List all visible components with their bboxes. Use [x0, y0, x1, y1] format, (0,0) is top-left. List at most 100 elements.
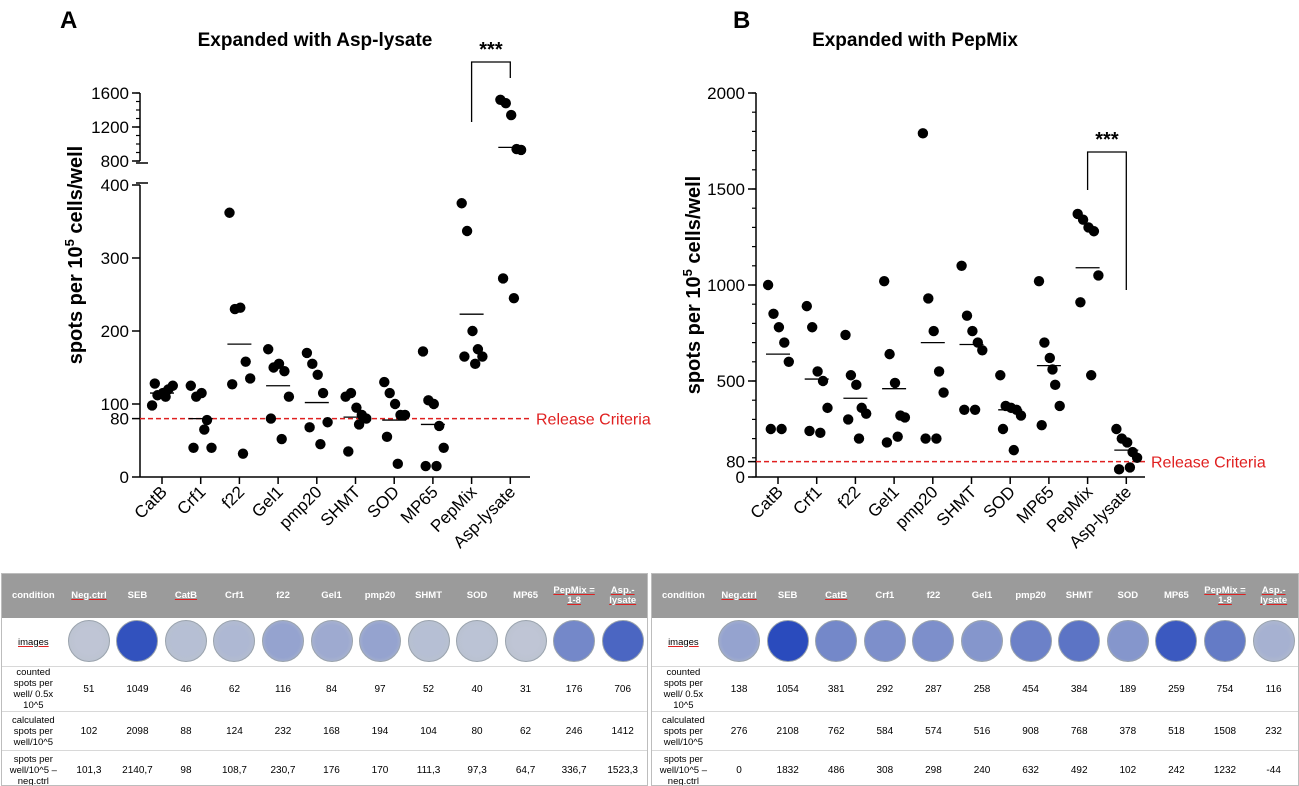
elispot-well-image — [505, 620, 547, 662]
well-image-cell — [1152, 618, 1201, 667]
elispot-well-image — [912, 620, 954, 662]
panel-label: B — [733, 7, 750, 34]
data-point — [822, 403, 832, 413]
table-row-images: images — [652, 618, 1298, 667]
data-point — [843, 414, 853, 424]
data-point — [206, 443, 216, 453]
table-cell: 138 — [715, 667, 764, 712]
elispot-well-image — [718, 620, 760, 662]
data-point — [1111, 424, 1121, 434]
data-point — [938, 387, 948, 397]
well-image-cell — [1201, 618, 1250, 667]
table-cell: 168 — [307, 712, 356, 751]
table-cell: 381 — [812, 667, 861, 712]
table-cell: 336,7 — [550, 751, 599, 786]
data-point — [150, 378, 160, 388]
y-tick-label: 1000 — [707, 276, 745, 295]
well-image-cell — [763, 618, 812, 667]
data-point — [279, 366, 289, 376]
chart-title: Expanded with PepMix — [812, 30, 1018, 51]
table-header-cell: Crf1 — [210, 574, 259, 618]
data-point — [962, 311, 972, 321]
table-cell: 46 — [162, 667, 211, 712]
data-point — [998, 424, 1008, 434]
y-tick-label: 500 — [717, 372, 745, 391]
table-row-images: images — [2, 618, 647, 667]
data-point — [186, 381, 196, 391]
data-point — [812, 366, 822, 376]
well-image-cell — [1104, 618, 1153, 667]
data-point — [1034, 276, 1044, 286]
data-point — [516, 145, 526, 155]
data-point — [284, 392, 294, 402]
data-point — [1075, 297, 1085, 307]
elispot-well-image — [1058, 620, 1100, 662]
data-point — [501, 98, 511, 108]
y-tick-label: 200 — [101, 322, 129, 341]
data-point — [923, 293, 933, 303]
data-point — [470, 359, 480, 369]
y-axis-label-sup: 5 — [62, 239, 77, 246]
table-cell: 52 — [404, 667, 453, 712]
well-image-cell — [909, 618, 958, 667]
elispot-well-image — [262, 620, 304, 662]
y-tick-label: 80 — [726, 453, 745, 472]
well-image-cell — [861, 618, 910, 667]
data-point — [970, 405, 980, 415]
table-cell: 492 — [1055, 751, 1104, 786]
table-cell: 2108 — [763, 712, 812, 751]
table-cell: 88 — [162, 712, 211, 751]
data-point — [418, 346, 428, 356]
table-cell: 298 — [909, 751, 958, 786]
data-point — [1009, 445, 1019, 455]
well-image-cell — [550, 618, 599, 667]
data-point — [774, 322, 784, 332]
data-point — [266, 413, 276, 423]
data-point — [202, 415, 212, 425]
row-label: calculated spots per well/10^5 — [652, 712, 715, 751]
data-point — [168, 381, 178, 391]
data-point — [1039, 337, 1049, 347]
data-point — [804, 426, 814, 436]
significance-label: *** — [1095, 129, 1119, 151]
table-cell: 246 — [550, 712, 599, 751]
data-point — [1086, 370, 1096, 380]
table-cell: 259 — [1152, 667, 1201, 712]
well-image-cell — [162, 618, 211, 667]
well-image-cell — [1055, 618, 1104, 667]
well-image-cell — [453, 618, 502, 667]
data-point — [802, 301, 812, 311]
table-header-cell: Neg.ctrl — [715, 574, 764, 618]
well-image-cell — [1006, 618, 1055, 667]
significance-bracket — [1088, 152, 1127, 290]
data-point — [1037, 420, 1047, 430]
data-point — [509, 293, 519, 303]
table-cell: 62 — [501, 712, 550, 751]
elispot-well-image — [815, 620, 857, 662]
y-tick-label: 1200 — [91, 118, 129, 137]
table-cell: 101,3 — [65, 751, 114, 786]
elispot-well-image — [1204, 620, 1246, 662]
data-point — [379, 377, 389, 387]
data-point — [188, 443, 198, 453]
table-header-cell: f22 — [259, 574, 308, 618]
table-cell: 62 — [210, 667, 259, 712]
y-tick-label: 100 — [101, 395, 129, 414]
data-point — [421, 461, 431, 471]
data-point — [277, 434, 287, 444]
table-cell: 754 — [1201, 667, 1250, 712]
table-header-cell: SOD — [1104, 574, 1153, 618]
table-cell: 2140,7 — [113, 751, 162, 786]
y-tick-label: 800 — [101, 152, 129, 171]
data-point — [1016, 410, 1026, 420]
data-point — [846, 370, 856, 380]
elispot-well-image — [864, 620, 906, 662]
table-cell: 116 — [259, 667, 308, 712]
well-image-cell — [715, 618, 764, 667]
images-label: images — [18, 637, 49, 648]
table-cell: 97 — [356, 667, 405, 712]
table-cell: 102 — [1104, 751, 1153, 786]
